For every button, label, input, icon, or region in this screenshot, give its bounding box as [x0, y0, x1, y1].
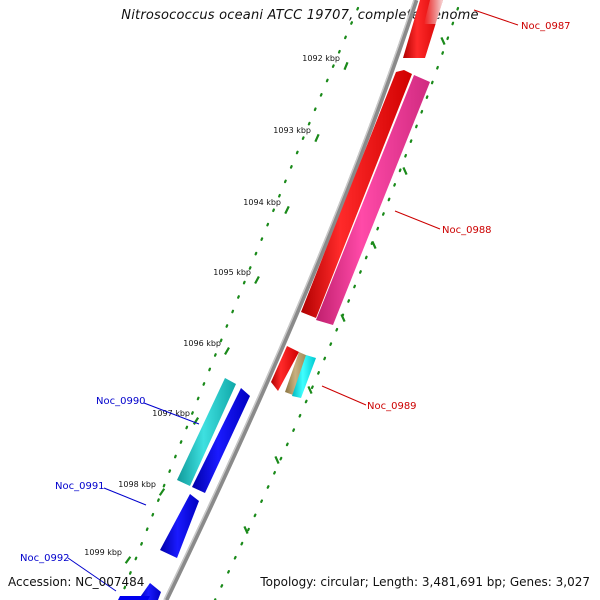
minor-tick-mark: [402, 166, 408, 176]
genome-summary-text: Topology: circular; Length: 3,481,691 bp…: [260, 575, 590, 589]
leader-noc-0988: [394, 210, 441, 230]
scale-tick-mark: [192, 417, 200, 425]
backbone-ring: [163, 0, 419, 600]
leader-noc-0989: [321, 385, 367, 406]
label-noc-0990[interactable]: Noc_0990: [96, 396, 146, 407]
label-noc-0992[interactable]: Noc_0992: [20, 553, 70, 564]
scale-tick-mark: [314, 133, 320, 143]
scale-tick-mark: [224, 346, 230, 356]
inner-dotted-track: [118, 6, 360, 600]
label-noc-0989[interactable]: Noc_0989: [367, 401, 417, 412]
gene-noc-0989-red[interactable]: [271, 346, 299, 391]
gene-noc-0990-blue[interactable]: [192, 388, 250, 493]
gene-noc-0992[interactable]: [138, 583, 161, 600]
outer-dotted-track: [213, 6, 460, 600]
scale-tick-mark: [284, 205, 290, 215]
scale-tick-label: 1096 kbp: [183, 339, 221, 348]
scale-tick-label: 1092 kbp: [302, 54, 340, 63]
minor-tick-mark: [307, 385, 313, 395]
scale-tick-mark: [254, 275, 260, 285]
gene-noc-0989-aqua[interactable]: [292, 355, 316, 398]
gene-noc-0991[interactable]: [160, 494, 199, 558]
leader-noc-0990: [143, 402, 200, 425]
scale-tick-mark: [343, 61, 349, 71]
scale-tick-label: 1095 kbp: [213, 268, 251, 277]
minor-tick-mark: [371, 240, 377, 250]
scale-tick-label: 1094 kbp: [243, 198, 281, 207]
scale-tick-label: 1099 kbp: [84, 548, 122, 557]
scale-tick-label: 1093 kbp: [273, 126, 311, 135]
gene-noc-0992b: [118, 596, 150, 600]
accession-text: Accession: NC_007484: [8, 575, 145, 589]
minor-tick-mark: [243, 525, 249, 535]
backbone-ring-highlight: [163, 0, 415, 600]
gene-noc-0989-tan[interactable]: [285, 352, 308, 395]
map-title: Nitrosococcus oceani ATCC 19707, complet…: [121, 8, 479, 23]
label-noc-0987[interactable]: Noc_0987: [521, 21, 571, 32]
scale-tick-label: 1098 kbp: [118, 480, 156, 489]
minor-ticks: [243, 36, 446, 535]
label-noc-0988[interactable]: Noc_0988: [442, 225, 492, 236]
minor-tick-mark: [440, 36, 446, 46]
leader-noc-0991: [103, 487, 147, 506]
leader-noc-0992: [67, 557, 117, 592]
gene-noc-0990-cyan[interactable]: [177, 378, 236, 486]
minor-tick-mark: [340, 313, 346, 323]
scale-tick-mark: [124, 556, 132, 564]
scale-tick-mark: [158, 488, 166, 496]
leader-noc-0987: [473, 9, 519, 26]
gene-noc-0988-red[interactable]: [301, 70, 412, 318]
minor-tick-mark: [274, 455, 280, 465]
label-noc-0991[interactable]: Noc_0991: [55, 481, 105, 492]
gene-noc-0988-pink[interactable]: [316, 75, 430, 325]
gene-noc-0987-fade: [424, 0, 443, 24]
